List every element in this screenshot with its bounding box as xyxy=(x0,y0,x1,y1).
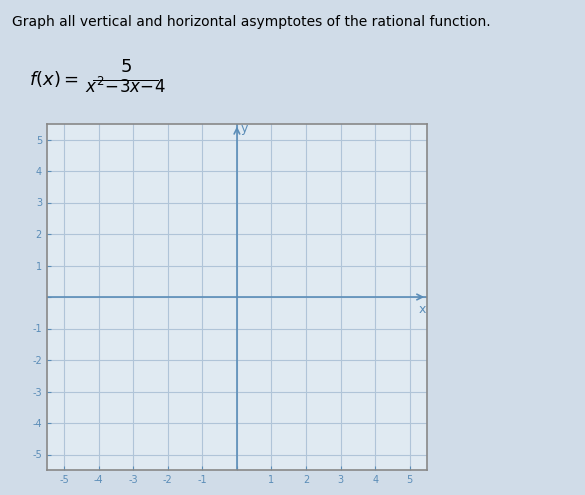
Text: y: y xyxy=(241,122,248,135)
Text: Graph all vertical and horizontal asymptotes of the rational function.: Graph all vertical and horizontal asympt… xyxy=(12,15,490,29)
Text: x: x xyxy=(418,303,425,316)
Text: $x^2\!-\!3x\!-\!4$: $x^2\!-\!3x\!-\!4$ xyxy=(85,77,166,97)
Text: $f(x)=$: $f(x)=$ xyxy=(29,69,79,89)
Text: $\overline{\quad\quad\quad\quad}$: $\overline{\quad\quad\quad\quad}$ xyxy=(92,68,159,86)
Text: $5$: $5$ xyxy=(120,58,132,76)
